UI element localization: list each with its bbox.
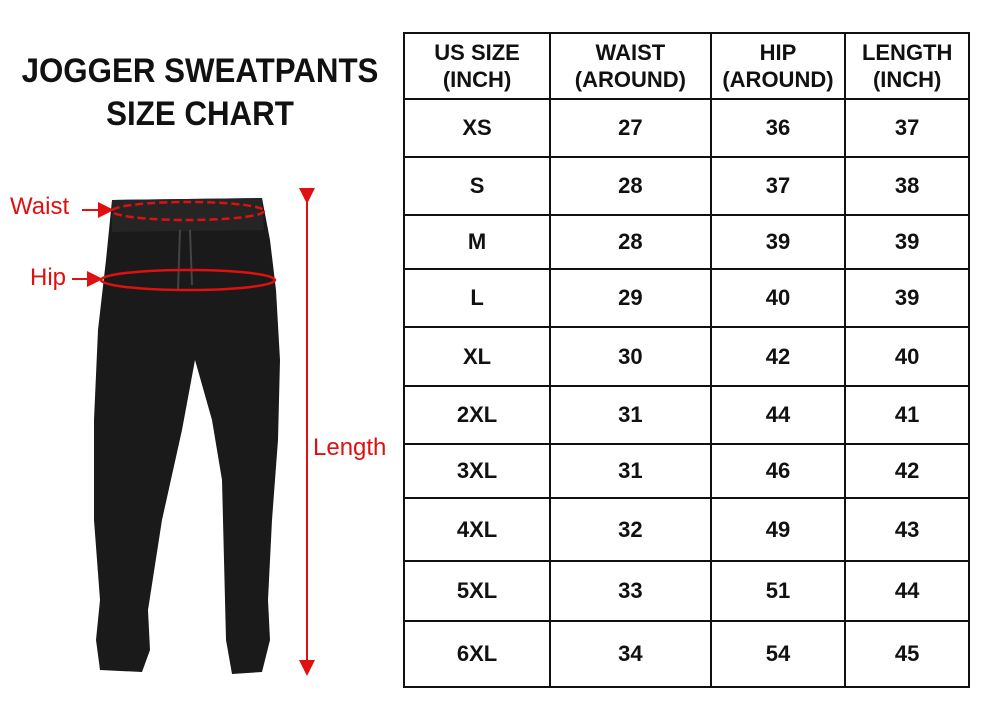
- table-cell: 28: [549, 214, 712, 270]
- table-cell: 44: [709, 385, 847, 445]
- header-row: US SIZE (INCH) WAIST (AROUND) HIP (AROUND) LEN…: [402, 32, 970, 100]
- table-row: 3XL 31 46 42: [402, 443, 970, 499]
- table-row: 2XL 31 44 41: [402, 385, 970, 445]
- table-cell: 46: [709, 443, 847, 499]
- table-cell: 29: [549, 268, 712, 328]
- pants-illustration: [72, 188, 315, 676]
- length-label: Length: [313, 434, 387, 461]
- table-cell: XL: [402, 326, 552, 387]
- table-cell: 37: [709, 156, 847, 216]
- header-line-1: HIP: [759, 40, 797, 65]
- table-cell: 27: [549, 98, 712, 158]
- table-cell: 45: [844, 620, 970, 688]
- table-cell: 40: [709, 268, 847, 328]
- column-header: US SIZE (INCH): [402, 32, 552, 100]
- title-line-1: JOGGER SWEATPANTS: [21, 52, 379, 90]
- table-cell: 5XL: [402, 560, 552, 622]
- header-line-2: (AROUND): [722, 67, 834, 92]
- table-cell: 43: [844, 497, 970, 562]
- table-cell: L: [402, 268, 552, 328]
- table-cell: 39: [709, 214, 847, 270]
- header-line-1: LENGTH: [861, 40, 953, 65]
- table-cell: 49: [709, 497, 847, 562]
- table-cell: S: [402, 156, 552, 216]
- pants-shape: [94, 198, 280, 674]
- table-row: 6XL 34 54 45: [402, 620, 970, 688]
- size-table: US SIZE (INCH) WAIST (AROUND) HIP (AROUND) LEN…: [402, 32, 970, 688]
- column-header: LENGTH (INCH): [844, 32, 970, 100]
- column-header: HIP (AROUND): [709, 32, 847, 100]
- header-line-1: US SIZE: [434, 40, 520, 65]
- table-row: 4XL 32 49 43: [402, 497, 970, 562]
- table-row: M 28 39 39: [402, 214, 970, 270]
- table-cell: 31: [549, 385, 712, 445]
- header-line-2: (AROUND): [574, 67, 686, 92]
- table-cell: M: [402, 214, 552, 270]
- table-cell: 31: [549, 443, 712, 499]
- table-cell: 42: [844, 443, 970, 499]
- table-cell: 2XL: [402, 385, 552, 445]
- waist-label: Waist: [10, 193, 70, 220]
- table-row: S 28 37 38: [402, 156, 970, 216]
- table-row: XL 30 42 40: [402, 326, 970, 387]
- table-row: XS 27 36 37: [402, 98, 970, 158]
- header-line-2: (INCH): [872, 67, 942, 92]
- header-line-1: WAIST: [595, 40, 666, 65]
- column-header: WAIST (AROUND): [549, 32, 712, 100]
- table-cell: 44: [844, 560, 970, 622]
- table-cell: 34: [549, 620, 712, 688]
- table-cell: 42: [709, 326, 847, 387]
- table-cell: XS: [402, 98, 552, 158]
- table-cell: 51: [709, 560, 847, 622]
- waist-ellipse: [110, 200, 266, 222]
- header-line-2: (INCH): [442, 67, 512, 92]
- table-row: 5XL 33 51 44: [402, 560, 970, 622]
- table-cell: 38: [844, 156, 970, 216]
- table-cell: 41: [844, 385, 970, 445]
- table-cell: 36: [709, 98, 847, 158]
- table-cell: 32: [549, 497, 712, 562]
- table-cell: 39: [844, 268, 970, 328]
- table-cell: 4XL: [402, 497, 552, 562]
- table-cell: 37: [844, 98, 970, 158]
- table-cell: 33: [549, 560, 712, 622]
- table-cell: 30: [549, 326, 712, 387]
- table-cell: 3XL: [402, 443, 552, 499]
- table-cell: 28: [549, 156, 712, 216]
- title-line-2: SIZE CHART: [106, 95, 294, 133]
- hip-label: Hip: [30, 264, 67, 291]
- table-row: L 29 40 39: [402, 268, 970, 328]
- table-cell: 39: [844, 214, 970, 270]
- table-cell: 54: [709, 620, 847, 688]
- table-cell: 6XL: [402, 620, 552, 688]
- table-cell: 40: [844, 326, 970, 387]
